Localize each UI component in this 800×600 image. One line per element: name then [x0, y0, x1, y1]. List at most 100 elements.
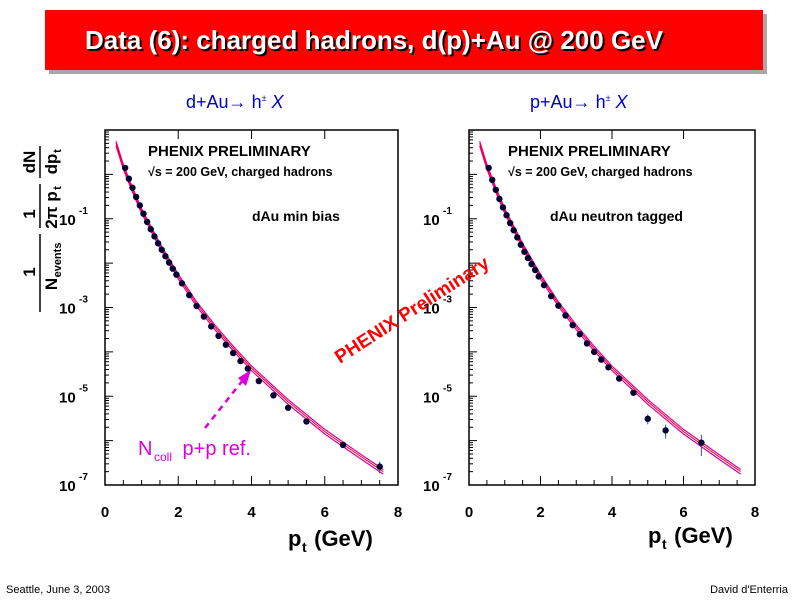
y-tick-label-exp: -7 — [443, 472, 452, 483]
x-tick-label: 0 — [101, 504, 109, 521]
data-point — [644, 415, 651, 423]
footer-left: Seattle, June 3, 2003 — [6, 584, 110, 596]
data-point — [485, 164, 492, 172]
data-point — [630, 389, 637, 396]
y-tick-label-exp: -7 — [79, 472, 88, 483]
annotation-sub: coll — [154, 450, 172, 464]
x-tick-label: 4 — [608, 504, 617, 521]
data-point — [244, 365, 252, 372]
plot-left-labels: PHENIX PRELIMINARY √s = 200 GeV, charged… — [148, 143, 340, 224]
y-tick-label-exp: -3 — [79, 295, 88, 306]
data-point — [129, 184, 136, 191]
annotation-arrow-head — [238, 370, 251, 386]
y-frac1-den-sub: events — [52, 243, 64, 278]
preliminary-label: PHENIX PRELIMINARY — [508, 143, 671, 160]
panel-heading-dau: d+Au→ h± X — [186, 92, 284, 113]
data-point — [521, 248, 528, 255]
ref-curve-center — [479, 143, 741, 473]
heading-system: p+Au — [530, 92, 573, 112]
data-point — [615, 375, 623, 382]
annotation-rest: p+p ref. — [177, 438, 251, 460]
x-axis-title-left: p t (GeV) — [288, 526, 373, 555]
data-point — [143, 218, 151, 226]
y-tick-label: 10 — [423, 212, 440, 229]
data-point — [151, 233, 158, 240]
x-title-unit: (GeV) — [668, 523, 733, 548]
data-point — [499, 204, 507, 211]
data-point — [178, 280, 186, 287]
y-tick-label: 10 — [423, 389, 440, 406]
plot-area — [115, 141, 384, 475]
heading-hadron: h — [595, 92, 606, 112]
annotation-n: N — [138, 438, 152, 460]
y-tick-label: 10 — [59, 212, 76, 229]
x-tick-label: 4 — [247, 504, 256, 521]
plot-frame-right — [468, 129, 756, 486]
data-point — [524, 254, 532, 262]
ref-curve-lower — [115, 145, 384, 475]
data-point — [215, 332, 222, 340]
data-point — [569, 321, 576, 329]
data-point — [147, 226, 154, 233]
data-point — [200, 313, 208, 320]
y-frac2-num: 1 — [20, 209, 39, 218]
x-title-unit: (GeV) — [308, 526, 373, 551]
heading-charge: ± — [261, 93, 267, 103]
y-tick-label: 10 — [59, 389, 76, 406]
data-point — [376, 463, 383, 470]
energy-label: √s = 200 GeV, charged hadrons — [148, 165, 333, 179]
data-point — [169, 265, 176, 272]
data-point — [548, 292, 555, 300]
data-point — [132, 193, 140, 201]
y-tick-label-exp: -3 — [443, 295, 452, 306]
x-title-main: p — [648, 523, 661, 548]
y-tick-label-exp: -5 — [79, 383, 88, 394]
x-tick-label: 8 — [394, 504, 402, 521]
data-point — [555, 302, 562, 309]
energy-label: √s = 200 GeV, charged hadrons — [508, 165, 693, 179]
data-point — [590, 348, 598, 356]
data-point — [535, 273, 542, 280]
y-frac3-den-sub: t — [52, 149, 64, 153]
y-frac3-num: dN — [20, 151, 39, 174]
ref-curve-center — [115, 143, 384, 473]
data-point — [496, 195, 503, 203]
y-tick-label: 10 — [423, 478, 440, 495]
x-tick-label: 6 — [321, 504, 329, 521]
y-frac1-num: 1 — [20, 267, 39, 276]
heading-arrow: → — [228, 92, 247, 112]
y-frac2-den: 2π p — [42, 191, 61, 229]
centrality-label: dAu neutron tagged — [550, 208, 683, 224]
data-point — [237, 357, 244, 365]
data-point — [528, 260, 535, 268]
data-point — [598, 356, 605, 363]
data-point — [158, 246, 165, 253]
x-title-main: p — [288, 526, 301, 551]
annotation-arrow-shaft — [204, 379, 244, 429]
y-axis-label: 1 N events 1 2π p t dN dp t — [20, 146, 64, 312]
data-point — [121, 164, 129, 172]
data-point — [165, 259, 173, 266]
x-axis-title-right: p t (GeV) — [648, 523, 733, 552]
data-point — [531, 266, 539, 274]
y-frac2-den-sub: t — [52, 186, 64, 190]
data-point — [255, 377, 263, 385]
data-point — [186, 291, 193, 299]
data-point — [136, 202, 143, 209]
heading-x: X — [615, 92, 628, 112]
data-point — [270, 392, 277, 399]
title-bar: Data (6): charged hadrons, d(p)+Au @ 200… — [45, 10, 763, 70]
heading-hadron: h — [251, 92, 262, 112]
panel-heading-pau: p+Au→ h± X — [530, 92, 628, 113]
plot-right: 0 2 4 6 810-110-310-510-7 — [423, 129, 759, 521]
data-point — [489, 176, 496, 184]
data-point — [125, 175, 133, 182]
data-point — [517, 241, 525, 248]
data-point — [605, 364, 612, 371]
plot-left: 0 2 4 6 810-110-310-510-7 — [59, 129, 402, 521]
y-frac3-den: dp — [42, 154, 61, 175]
data-point — [173, 271, 180, 278]
y-tick-label: 10 — [59, 478, 76, 495]
x-tick-label: 2 — [174, 504, 182, 521]
